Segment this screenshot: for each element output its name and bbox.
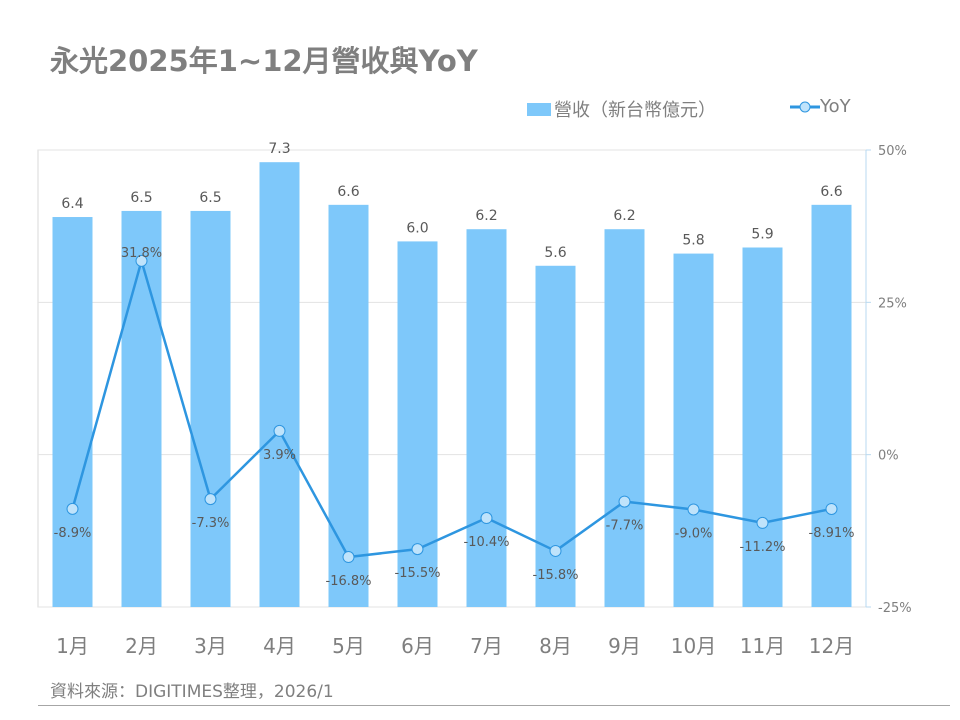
source-note: 資料來源：DIGITIMES整理，2026/1 [50, 682, 334, 702]
x-axis-tick-label: 11月 [740, 634, 785, 658]
legend-bar-swatch-icon [527, 102, 551, 116]
revenue-bar [742, 247, 783, 607]
bar-value-label: 5.8 [682, 233, 704, 249]
yoy-marker [411, 543, 424, 556]
legend-line-marker-icon [790, 101, 820, 112]
bar-value-label: 6.2 [475, 208, 497, 224]
bar-value-label: 6.5 [199, 190, 221, 206]
bar-value-label: 5.9 [751, 226, 773, 242]
x-axis-tick-label: 12月 [809, 634, 854, 658]
yoy-line [71, 256, 832, 559]
yoy-value-label: -9.0% [675, 527, 713, 542]
legend-yoy-label: YoY [820, 96, 851, 117]
yoy-value-label: -16.8% [326, 574, 372, 589]
bar-value-label: 7.3 [268, 141, 290, 157]
bar-value-label: 6.6 [820, 184, 842, 200]
x-axis-tick-label: 6月 [401, 634, 434, 658]
yoy-value-label: 3.9% [263, 448, 296, 463]
x-axis-tick-label: 9月 [608, 634, 641, 658]
yoy-marker [135, 254, 148, 267]
bar-value-label: 6.6 [337, 184, 359, 200]
yoy-marker [549, 544, 562, 557]
yoy-value-label: -8.91% [809, 526, 855, 541]
revenue-bar [328, 204, 369, 607]
x-axis-tick-label: 8月 [539, 634, 572, 658]
revenue-bar [190, 210, 231, 607]
yoy-marker [756, 516, 769, 529]
yoy-value-label: -10.4% [464, 535, 510, 550]
yoy-value-label: -7.3% [192, 516, 230, 531]
x-axis-tick-label: 4月 [263, 634, 296, 658]
plot-border [37, 149, 867, 608]
revenue-bar [259, 162, 300, 608]
yoy-marker [204, 493, 217, 506]
yoy-value-label: -11.2% [740, 540, 786, 555]
yoy-value-label: -7.7% [606, 519, 644, 534]
legend-revenue: 營收（新台幣億元） [527, 96, 716, 122]
yoy-marker [618, 495, 631, 508]
x-axis-tick-label: 5月 [332, 634, 365, 658]
x-axis-tick-label: 1月 [56, 634, 89, 658]
x-axis-tick-label: 2月 [125, 634, 158, 658]
x-axis-tick-label: 7月 [470, 634, 503, 658]
yoy-value-label: 31.8% [121, 246, 162, 261]
yoy-marker [825, 502, 838, 515]
footer-divider [38, 705, 950, 706]
bar-value-label: 6.5 [130, 190, 152, 206]
x-axis-tick-label: 10月 [671, 634, 716, 658]
yoy-marker [66, 502, 79, 515]
right-axis-tick-label: 50% [878, 144, 907, 159]
yoy-marker [273, 424, 286, 437]
bar-value-label: 6.0 [406, 220, 428, 236]
legend-yoy: YoY [790, 96, 851, 117]
x-axis-tick-label: 3月 [194, 634, 227, 658]
right-axis-tick-label: 0% [878, 449, 899, 464]
yoy-marker [342, 551, 355, 564]
revenue-bar [52, 217, 93, 607]
revenue-bar [673, 253, 714, 607]
legend-revenue-label: 營收（新台幣億元） [554, 100, 716, 121]
revenue-bar [604, 229, 645, 608]
yoy-value-label: -15.8% [533, 568, 579, 583]
right-axis-tick-label: -25% [878, 601, 912, 616]
yoy-value-label: -15.5% [395, 566, 441, 581]
bar-value-label: 6.4 [61, 196, 83, 212]
revenue-bar [466, 229, 507, 608]
revenue-bar [121, 210, 162, 607]
bar-value-label: 5.6 [544, 245, 566, 261]
chart-title: 永光2025年1~12月營收與YoY [50, 44, 478, 78]
yoy-value-label: -8.9% [54, 526, 92, 541]
right-axis-tick-label: 25% [878, 296, 907, 311]
revenue-bar [811, 204, 852, 607]
yoy-marker [480, 512, 493, 525]
yoy-marker [687, 503, 700, 516]
bar-value-label: 6.2 [613, 208, 635, 224]
